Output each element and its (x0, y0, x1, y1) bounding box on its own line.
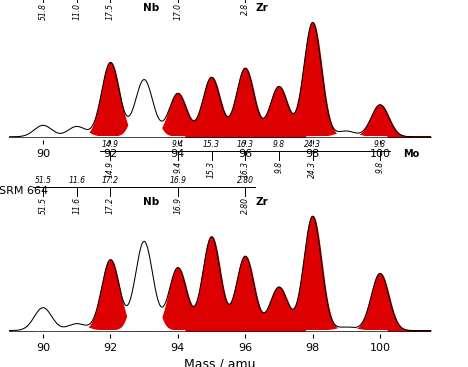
Text: 2.80: 2.80 (241, 197, 250, 214)
Text: 17.5: 17.5 (106, 3, 115, 20)
Text: 14.9: 14.9 (102, 140, 119, 149)
Text: Nb: Nb (143, 197, 159, 207)
Text: 16.3: 16.3 (241, 161, 250, 178)
Text: 15.3: 15.3 (207, 161, 216, 178)
Text: Zr: Zr (256, 3, 269, 13)
Text: 51.8: 51.8 (38, 3, 48, 20)
Text: 16.9: 16.9 (169, 177, 186, 185)
Text: 15.3: 15.3 (203, 140, 220, 149)
Text: 11.0: 11.0 (72, 3, 81, 20)
Text: 16.3: 16.3 (237, 140, 254, 149)
Text: 17.2: 17.2 (102, 177, 119, 185)
Text: 2.80: 2.80 (237, 177, 254, 185)
Text: Nb: Nb (143, 3, 159, 13)
X-axis label: Mass / amu: Mass / amu (184, 357, 256, 367)
Text: 24.3: 24.3 (304, 140, 321, 149)
Text: 51.5: 51.5 (38, 197, 48, 214)
Text: 9.4: 9.4 (172, 140, 184, 149)
Text: 9.8: 9.8 (274, 161, 284, 173)
Text: SRM 664: SRM 664 (0, 186, 48, 196)
Text: 9.8: 9.8 (273, 140, 285, 149)
Text: 16.9: 16.9 (173, 197, 183, 214)
Text: 11.6: 11.6 (68, 177, 85, 185)
Text: 2.8: 2.8 (241, 3, 250, 15)
Text: 17.0: 17.0 (173, 3, 183, 20)
Text: 24.3: 24.3 (308, 161, 317, 178)
Text: 9.8: 9.8 (375, 161, 385, 173)
Text: 17.2: 17.2 (106, 197, 115, 214)
Text: Mo: Mo (403, 149, 420, 159)
Text: 9.8: 9.8 (374, 140, 386, 149)
Text: 14.9: 14.9 (106, 161, 115, 178)
Text: Zr: Zr (256, 197, 269, 207)
Text: 51.5: 51.5 (35, 177, 51, 185)
Text: 11.6: 11.6 (72, 197, 81, 214)
Text: 9.4: 9.4 (173, 161, 183, 173)
Text: SRM 661: SRM 661 (0, 0, 48, 2)
